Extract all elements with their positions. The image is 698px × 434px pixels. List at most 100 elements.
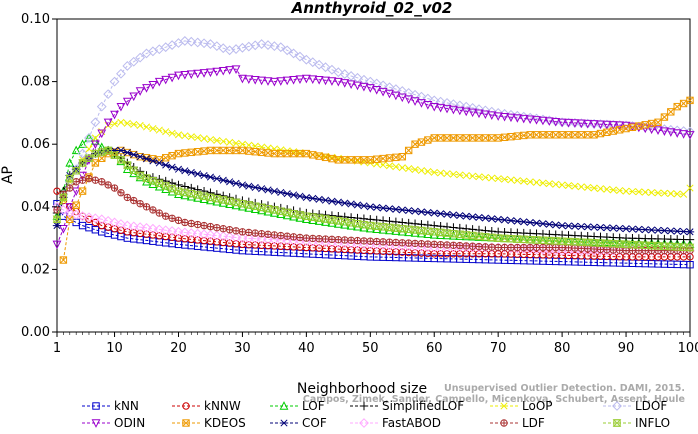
- data-point-cof: [378, 204, 388, 212]
- data-point-odin: [455, 106, 465, 116]
- data-point-ldof: [84, 133, 94, 143]
- data-point-kdeos: [577, 131, 586, 139]
- data-point-odin: [110, 110, 119, 120]
- data-point-ldf: [360, 237, 368, 245]
- data-point-odin: [557, 118, 567, 128]
- data-point-ldof: [371, 78, 382, 89]
- legend-marker-odin: [91, 419, 101, 428]
- data-point-odin: [525, 115, 535, 125]
- data-point-ldof: [128, 56, 139, 67]
- data-point-ldf: [181, 218, 189, 227]
- data-point-odin: [608, 121, 618, 130]
- data-point-ldf: [596, 245, 605, 254]
- legend-item-inflo: INFLO: [603, 416, 670, 430]
- legend-label-ldf: LDF: [522, 416, 545, 430]
- data-point-loop: [213, 136, 221, 144]
- data-point-ldof: [77, 148, 88, 159]
- data-point-ldf: [456, 241, 464, 250]
- data-point-ldf: [552, 243, 560, 252]
- data-point-ldf: [385, 238, 394, 246]
- data-point-odin: [417, 99, 426, 108]
- data-point-ldof: [96, 101, 107, 112]
- data-point-kdeos: [686, 96, 694, 105]
- data-point-loop: [200, 135, 208, 143]
- data-point-ldf: [341, 236, 348, 244]
- data-point-simplifiedlof: [685, 235, 695, 244]
- data-point-ldf: [271, 231, 278, 239]
- data-point-ldof: [218, 43, 229, 54]
- data-point-odin: [589, 120, 599, 129]
- data-point-odin: [199, 69, 209, 78]
- data-point-ldf: [609, 246, 617, 254]
- data-point-ldof: [314, 59, 325, 70]
- data-point-odin: [525, 115, 535, 125]
- data-point-loop: [469, 172, 477, 180]
- data-point-ldf: [104, 181, 112, 189]
- data-point-kdeos: [596, 129, 605, 138]
- data-point-odin: [346, 80, 356, 89]
- data-point-odin: [666, 128, 676, 137]
- data-point-fastabod: [141, 223, 152, 233]
- data-point-loop: [174, 131, 183, 139]
- data-point-ldf: [488, 243, 496, 251]
- data-point-ldof: [346, 71, 357, 81]
- data-point-cof: [493, 215, 503, 223]
- data-point-loop: [245, 141, 253, 149]
- data-point-odin: [135, 87, 145, 96]
- data-point-loop: [686, 184, 694, 192]
- data-point-cof: [257, 185, 266, 193]
- data-point-ldof: [429, 95, 440, 106]
- data-point-fastabod: [250, 233, 261, 244]
- data-point-cof: [334, 198, 343, 206]
- data-point-ldf: [654, 247, 662, 254]
- data-point-loop: [481, 173, 489, 181]
- data-point-loop: [520, 177, 528, 185]
- data-point-odin: [263, 77, 273, 86]
- data-point-inflo: [59, 193, 68, 202]
- data-point-kdeos: [72, 201, 80, 209]
- data-point-ldf: [156, 209, 163, 217]
- data-point-ldof: [416, 91, 427, 102]
- chart-title: Annthyroid_02_v02: [291, 0, 453, 17]
- data-point-kdeos: [91, 159, 100, 167]
- data-point-odin: [314, 76, 324, 85]
- data-point-loop: [558, 181, 566, 189]
- legend-label-cof: COF: [302, 416, 327, 430]
- data-point-cof: [282, 190, 292, 198]
- data-point-odin: [608, 121, 618, 130]
- data-point-ldf: [302, 234, 311, 242]
- data-point-odin: [244, 75, 254, 84]
- data-point-ldf: [149, 206, 157, 214]
- data-point-cof: [129, 151, 138, 159]
- data-point-cof: [417, 208, 426, 216]
- data-point-odin: [218, 66, 228, 76]
- data-point-cof: [257, 185, 266, 193]
- data-point-cof: [359, 202, 369, 210]
- data-point-odin: [532, 116, 541, 125]
- data-point-ldf: [494, 243, 502, 252]
- data-point-fastabod: [173, 226, 184, 237]
- data-point-fastabod: [109, 217, 120, 228]
- data-point-ldf: [85, 174, 93, 183]
- data-point-ldof: [454, 100, 465, 111]
- data-point-ldf: [149, 206, 157, 214]
- data-point-cof: [219, 176, 228, 184]
- data-point-cof: [135, 153, 145, 161]
- data-point-ldf: [450, 242, 457, 249]
- data-point-fastabod: [218, 231, 229, 242]
- data-point-kdeos: [219, 146, 227, 155]
- data-point-kdeos: [296, 150, 304, 158]
- data-point-odin: [174, 71, 183, 81]
- data-point-odin: [301, 74, 311, 84]
- data-point-inflo: [58, 193, 68, 202]
- data-point-cof: [193, 170, 202, 178]
- data-point-ldf: [449, 241, 458, 249]
- data-point-ldf: [220, 225, 227, 232]
- data-point-odin: [570, 119, 580, 128]
- data-point-kdeos: [232, 146, 240, 155]
- data-point-cof: [295, 192, 305, 200]
- legend-marker-ldf: [500, 419, 508, 427]
- data-point-loop: [142, 123, 151, 131]
- data-point-lof: [589, 237, 599, 246]
- data-point-kdeos: [404, 146, 413, 155]
